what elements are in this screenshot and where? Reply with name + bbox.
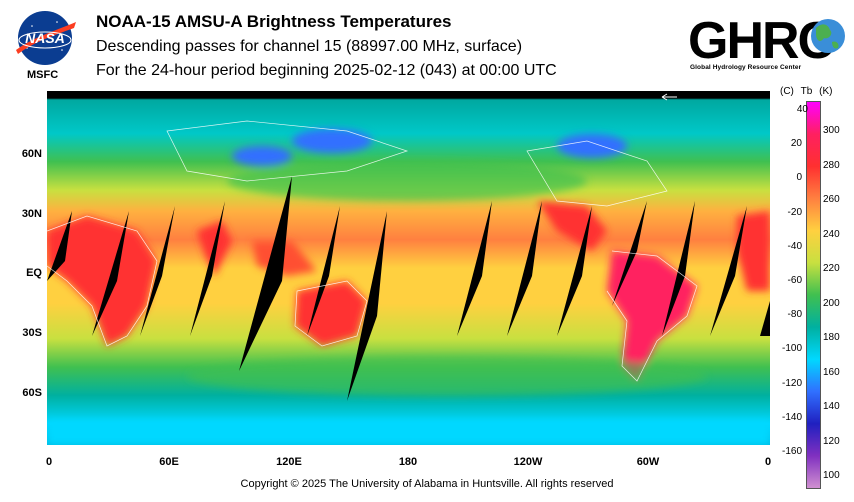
colorbar-kelvin-label: 200: [823, 297, 840, 309]
arrow-icon: [661, 93, 677, 101]
colorbar-kelvin-label: 280: [823, 159, 840, 171]
colorbar-kelvin-label: 260: [823, 194, 840, 205]
lon-label-0: 0: [45, 456, 53, 468]
colorbar-celsius-label: -140: [782, 411, 803, 423]
units-celsius: (C): [780, 86, 794, 97]
units-tb: Tb: [800, 86, 813, 97]
lon-label-0-right: 0: [764, 456, 772, 468]
lat-label-30s: 30S: [22, 327, 42, 339]
colorbar-kelvin-label: 160: [823, 366, 840, 378]
colorbar-celsius-label: -60: [787, 275, 802, 286]
lon-label-60w: 60W: [636, 456, 660, 468]
colorbar-kelvin-label: 100: [823, 470, 840, 481]
swath-gaps: [47, 91, 770, 401]
lon-label-120e: 120E: [276, 456, 302, 468]
colorbar-kelvin-label: 120: [823, 435, 840, 447]
land-regions: [47, 129, 770, 445]
colorbar-celsius-label: 40: [796, 104, 808, 115]
colorbar-units: (C) Tb (K): [780, 86, 832, 97]
colorbar-celsius-label: 0: [796, 172, 802, 184]
copyright-notice: Copyright © 2025 The University of Alaba…: [240, 478, 614, 490]
colorbar-kelvin-label: 140: [823, 401, 840, 412]
colorbar-celsius-label: -120: [782, 377, 803, 389]
lat-label-60s: 60S: [22, 387, 42, 399]
ghrc-logo: GHRC: [688, 12, 845, 70]
coastlines: [47, 120, 698, 382]
colorbar-celsius-label: 20: [790, 138, 802, 150]
colorbar-celsius-label: -40: [787, 240, 802, 252]
lon-label-60e: 60E: [159, 456, 179, 468]
subtitle: Descending passes for channel 15 (88997.…: [96, 38, 523, 55]
units-kelvin: (K): [819, 86, 833, 97]
colorbar-celsius-label: -20: [787, 206, 802, 218]
period-label: For the 24-hour period beginning 2025-02…: [96, 62, 557, 79]
ghrc-subtitle: Global Hydrology Resource Center: [690, 64, 802, 71]
colorbar: [806, 101, 821, 489]
colorbar-kelvin-label: 180: [823, 332, 840, 343]
brightness-temperature-map: [47, 91, 770, 445]
colorbar-celsius-label: -100: [782, 343, 803, 355]
lon-label-180: 180: [398, 456, 418, 468]
colorbar-kelvin-label: 220: [823, 263, 840, 274]
colorbar-kelvin-label: 240: [823, 228, 840, 240]
lat-label-30n: 30N: [21, 208, 42, 220]
colorbar-celsius-label: -160: [782, 446, 803, 457]
lat-label-eq: EQ: [26, 267, 42, 279]
lon-label-120w: 120W: [513, 456, 543, 468]
nasa-logo: NASA: [16, 11, 76, 65]
colorbar-kelvin-label: 300: [823, 125, 840, 136]
msfc-label: MSFC: [27, 69, 59, 81]
map-canvas: [47, 91, 770, 445]
page-title: NOAA-15 AMSU-A Brightness Temperatures: [96, 12, 452, 31]
lat-label-60n: 60N: [21, 148, 42, 160]
nasa-wordmark: NASA: [25, 30, 65, 46]
colorbar-celsius-label: -80: [787, 309, 802, 321]
